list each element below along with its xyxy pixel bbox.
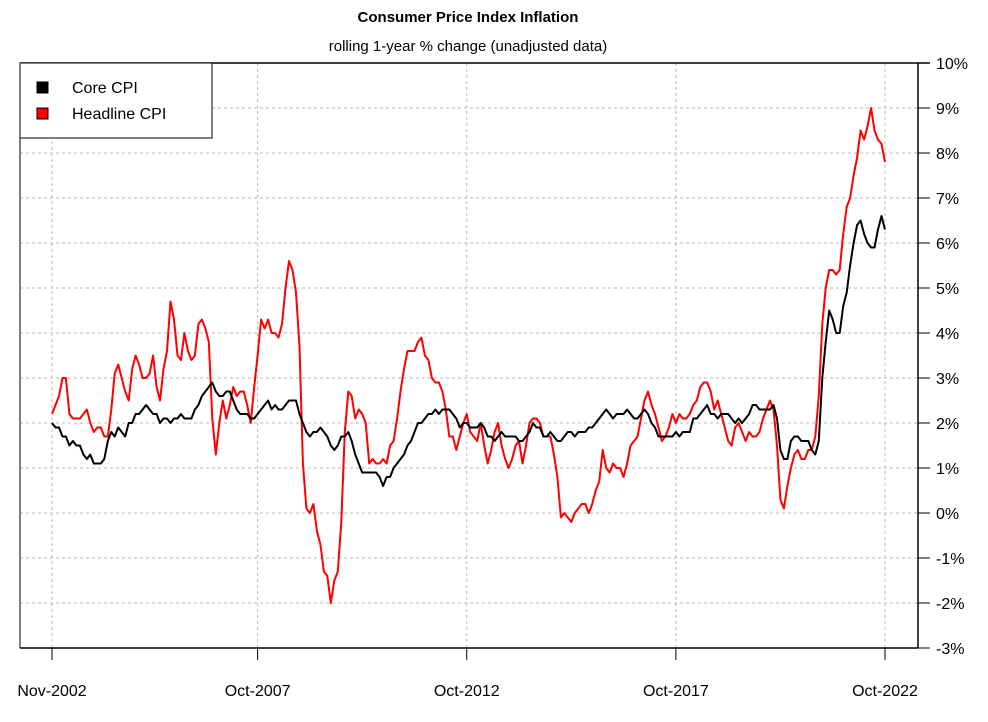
gridlines (20, 63, 918, 648)
y-tick-label: 8% (936, 146, 959, 163)
x-tick-label: Oct-2022 (852, 683, 918, 700)
y-tick-label: 2% (936, 416, 959, 433)
y-tick-label: 7% (936, 191, 959, 208)
x-tick-label: Oct-2012 (434, 683, 500, 700)
chart-title: Consumer Price Index Inflation (358, 9, 579, 26)
y-tick-label: 1% (936, 461, 959, 478)
legend-box (19, 62, 213, 139)
legend-label-core: Core CPI (72, 80, 138, 97)
y-tick-label: 6% (936, 236, 959, 253)
y-tick-label: 10% (936, 56, 968, 73)
legend-label-headline: Headline CPI (72, 106, 166, 123)
y-tick-label: 5% (936, 281, 959, 298)
series-lines (51, 107, 886, 604)
y-tick-label: 3% (936, 371, 959, 388)
x-tick-label: Oct-2017 (643, 683, 709, 700)
series-line-headline-cpi (51, 107, 886, 604)
x-tick-label: Nov-2002 (17, 683, 86, 700)
legend: Core CPI Headline CPI (19, 62, 213, 139)
y-tick-label: 9% (936, 101, 959, 118)
y-tick-label: -1% (936, 551, 964, 568)
y-tick-label: -3% (936, 641, 964, 658)
legend-swatch-core (36, 81, 49, 94)
y-tick-label: 0% (936, 506, 959, 523)
x-tick-label: Oct-2007 (225, 683, 291, 700)
series-line-core-cpi (51, 215, 886, 487)
y-tick-label: -2% (936, 596, 964, 613)
y-tick-label: 4% (936, 326, 959, 343)
chart-subtitle: rolling 1-year % change (unadjusted data… (329, 38, 608, 55)
legend-swatch-headline (36, 107, 49, 120)
axes: -3% -2% -1% 0% 1% 2% 3% 4% 5% 6% 7% 8% 9% 10% Nov-2002… (17, 56, 968, 700)
